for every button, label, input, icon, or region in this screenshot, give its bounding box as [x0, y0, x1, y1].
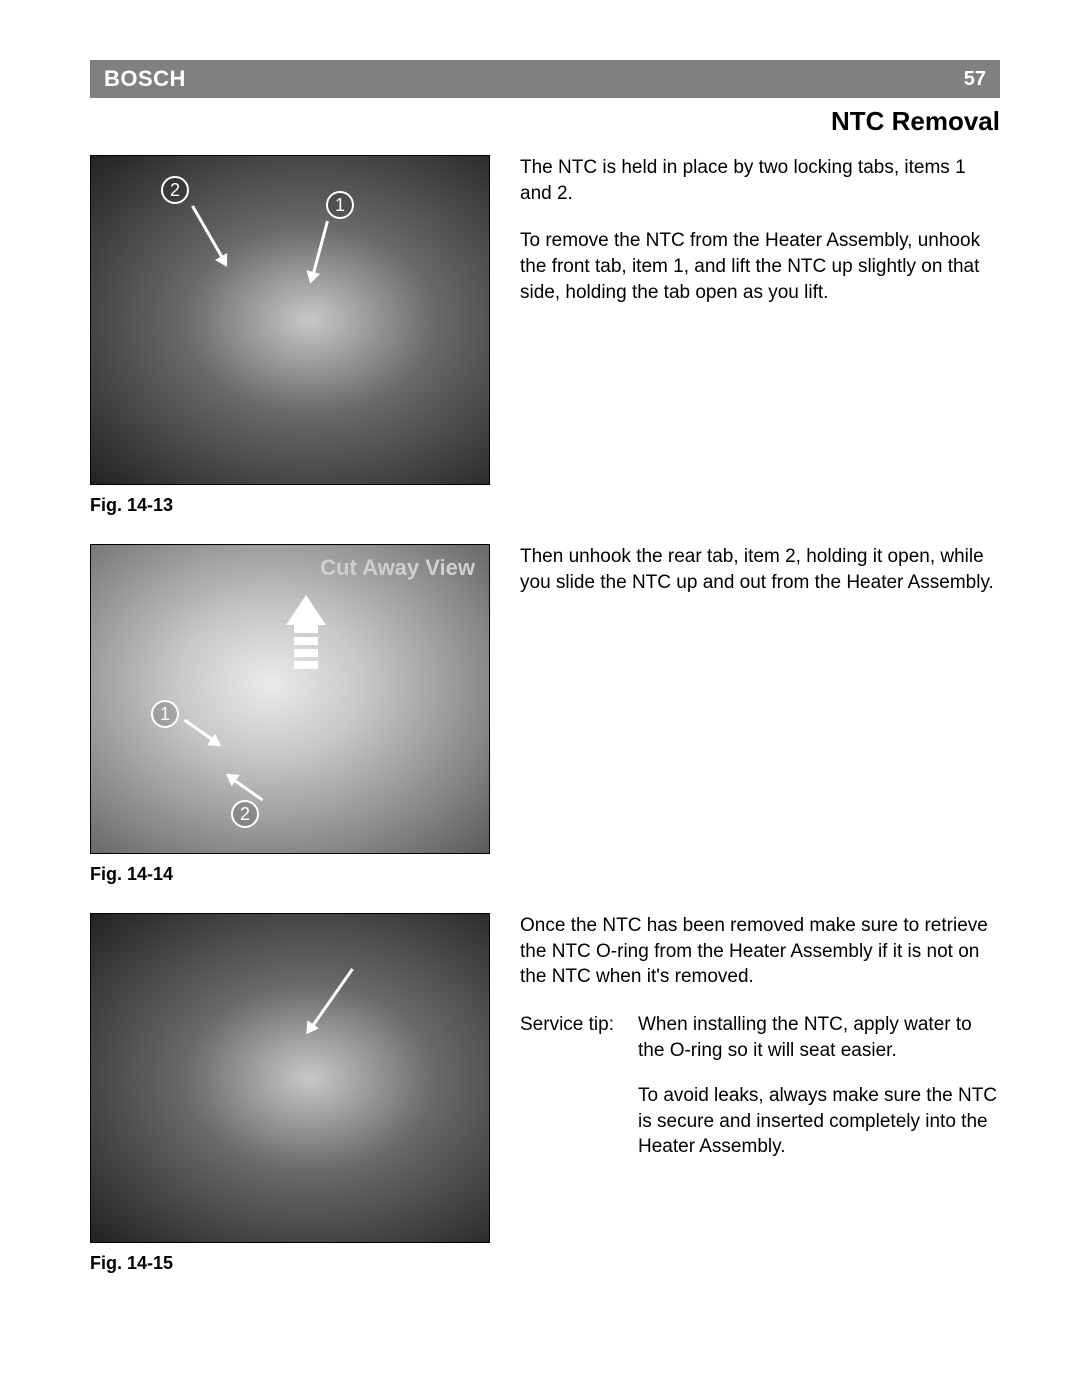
manual-page: BOSCH 57 NTC Removal 2 1 Fig. 14-13 The … — [0, 0, 1080, 1362]
callout-2: 2 — [231, 800, 259, 828]
paragraph: The NTC is held in place by two locking … — [520, 155, 1000, 206]
figure-14-15 — [90, 913, 490, 1243]
photo-placeholder — [91, 914, 489, 1242]
section-2: Cut Away View 1 2 Fig. 14-14 — [90, 544, 1000, 885]
figure-caption: Fig. 14-15 — [90, 1253, 490, 1274]
paragraph: Once the NTC has been removed make sure … — [520, 913, 1000, 990]
callout-label: 1 — [160, 704, 170, 725]
up-arrow-icon — [286, 595, 326, 673]
cutaway-view-label: Cut Away View — [320, 555, 475, 581]
paragraph: Then unhook the rear tab, item 2, holdin… — [520, 544, 1000, 595]
callout-1: 1 — [326, 191, 354, 219]
paragraph: To remove the NTC from the Heater Assemb… — [520, 228, 1000, 305]
text-column: Then unhook the rear tab, item 2, holdin… — [520, 544, 1000, 617]
page-title: NTC Removal — [90, 106, 1000, 137]
service-tip-label-empty — [520, 1083, 630, 1160]
section-1: 2 1 Fig. 14-13 The NTC is held in place … — [90, 155, 1000, 516]
page-header-bar: BOSCH 57 — [90, 60, 1000, 98]
figure-14-13: 2 1 — [90, 155, 490, 485]
callout-label: 1 — [335, 195, 345, 216]
service-tip-row: Service tip: When installing the NTC, ap… — [520, 1012, 1000, 1063]
callout-2: 2 — [161, 176, 189, 204]
page-number: 57 — [964, 68, 986, 91]
service-tip-body: To avoid leaks, always make sure the NTC… — [638, 1083, 1000, 1160]
figure-column: Fig. 14-15 — [90, 913, 490, 1274]
callout-label: 2 — [240, 804, 250, 825]
callout-label: 2 — [170, 180, 180, 201]
service-tip-label: Service tip: — [520, 1012, 630, 1063]
figure-caption: Fig. 14-13 — [90, 495, 490, 516]
figure-14-14: Cut Away View 1 2 — [90, 544, 490, 854]
service-tip-body: When installing the NTC, apply water to … — [638, 1012, 1000, 1063]
photo-placeholder — [91, 545, 489, 853]
section-3: Fig. 14-15 Once the NTC has been removed… — [90, 913, 1000, 1274]
text-column: Once the NTC has been removed make sure … — [520, 913, 1000, 1180]
callout-1: 1 — [151, 700, 179, 728]
service-tip-row: To avoid leaks, always make sure the NTC… — [520, 1083, 1000, 1160]
text-column: The NTC is held in place by two locking … — [520, 155, 1000, 327]
photo-placeholder — [91, 156, 489, 484]
figure-column: Cut Away View 1 2 Fig. 14-14 — [90, 544, 490, 885]
figure-caption: Fig. 14-14 — [90, 864, 490, 885]
brand-label: BOSCH — [104, 66, 186, 92]
figure-column: 2 1 Fig. 14-13 — [90, 155, 490, 516]
